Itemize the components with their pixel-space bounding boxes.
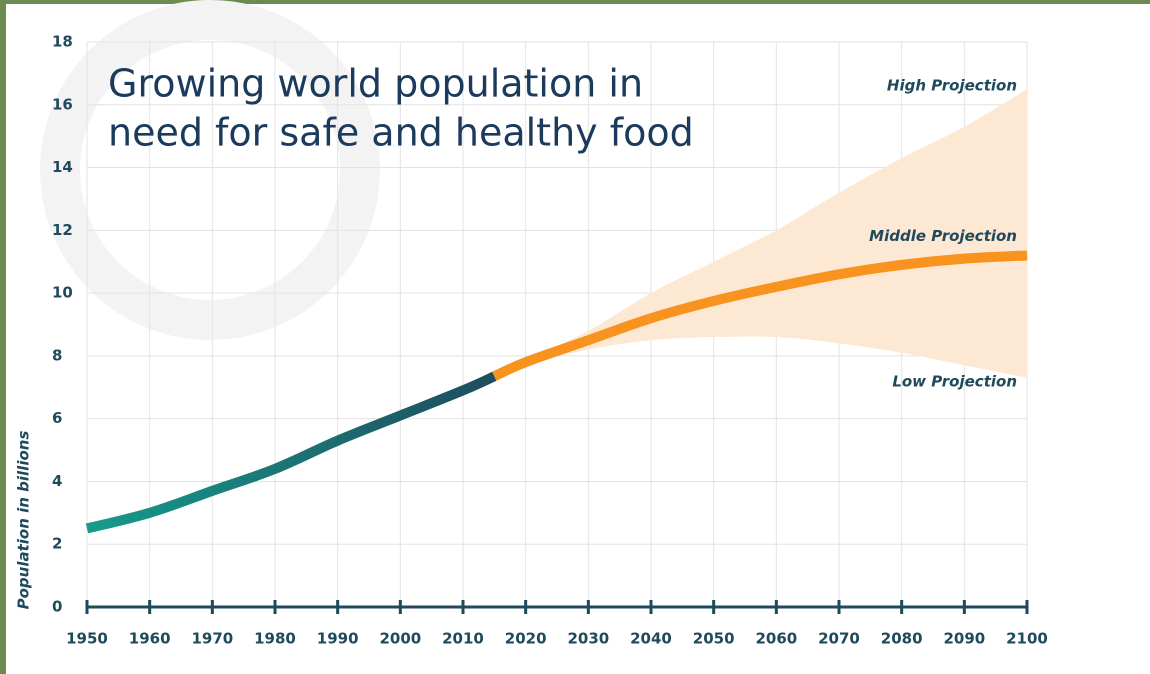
x-tick-label: 2010 xyxy=(442,630,484,648)
y-tick-label: 6 xyxy=(52,409,62,427)
y-tick-label: 8 xyxy=(52,346,62,364)
y-tick-label: 14 xyxy=(52,158,73,176)
x-tick-label: 2030 xyxy=(567,630,609,648)
x-tick-label: 1980 xyxy=(254,630,296,648)
y-axis-label: Population in billions xyxy=(15,431,33,610)
y-tick-label: 2 xyxy=(52,535,62,553)
chart-title: Growing world population in xyxy=(108,62,643,106)
watermark xyxy=(40,0,380,340)
data xyxy=(85,89,1028,534)
projection-band xyxy=(494,89,1027,377)
y-tick-label: 4 xyxy=(52,472,62,490)
y-tick-label: 18 xyxy=(52,33,73,51)
x-tick-label: 2000 xyxy=(379,630,421,648)
axes: 0 2 4 6 8 10 12 14 16 18 1950 1960 1970 1980 1990 2000 2… xyxy=(52,33,1048,648)
x-tick-label: 1960 xyxy=(129,630,171,648)
x-tick-label: 2100 xyxy=(1006,630,1048,648)
annotation: High Projection xyxy=(887,77,1017,95)
y-tick-label: 10 xyxy=(52,284,73,302)
x-tick-label: 2060 xyxy=(755,630,797,648)
x-tick-label: 2080 xyxy=(881,630,923,648)
x-tick-label: 2040 xyxy=(630,630,672,648)
projection-band xyxy=(494,255,1027,378)
series-line xyxy=(492,250,1028,381)
chart-title: need for safe and healthy food xyxy=(108,111,694,155)
x-tick-label: 2070 xyxy=(818,630,860,648)
series-line xyxy=(85,371,497,534)
x-tick-label: 2090 xyxy=(943,630,985,648)
y-tick-label: 0 xyxy=(52,598,62,616)
y-tick-label: 12 xyxy=(52,221,73,239)
annotation: Middle Projection xyxy=(869,227,1017,245)
x-tick-label: 1990 xyxy=(317,630,359,648)
x-tick-label: 2050 xyxy=(693,630,735,648)
x-tick-label: 2020 xyxy=(505,630,547,648)
x-tick-label: 1950 xyxy=(66,630,108,648)
y-tick-label: 16 xyxy=(52,95,73,113)
annotation: Low Projection xyxy=(892,372,1017,390)
x-tick-label: 1970 xyxy=(191,630,233,648)
